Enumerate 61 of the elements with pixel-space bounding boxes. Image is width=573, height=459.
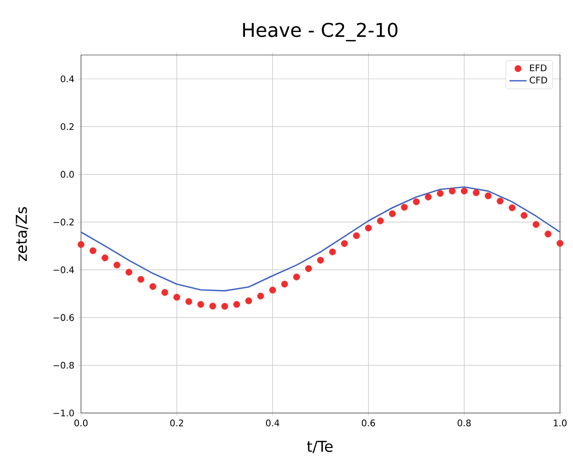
y-tick-label: 0.2 [60, 123, 74, 130]
point [436, 190, 444, 197]
point [305, 265, 312, 272]
y-tick-label: 0.0 [60, 170, 74, 178]
point [388, 210, 396, 218]
point [376, 217, 384, 224]
point [472, 189, 480, 196]
x-tick-label: 1.0 [554, 420, 567, 426]
point [197, 301, 204, 308]
y-axis-title: zeta/Zs [16, 207, 28, 262]
point [460, 188, 468, 194]
point [365, 224, 372, 232]
y-tick-label: −0.4 [54, 266, 74, 274]
x-axis-title: t/Te [307, 440, 333, 454]
point [520, 212, 528, 219]
y-tick-label: −0.8 [54, 362, 74, 369]
point [185, 298, 192, 305]
point [149, 283, 156, 290]
point [137, 276, 144, 283]
point [161, 289, 168, 296]
y-tick-label: −0.2 [54, 218, 74, 226]
point [317, 256, 324, 264]
point [209, 302, 216, 310]
point [257, 292, 264, 300]
chart-title: Heave - C2_2-10 [243, 22, 398, 42]
point [114, 262, 120, 268]
point [448, 188, 456, 194]
point [102, 254, 108, 262]
x-tick-label: 0.8 [458, 420, 471, 426]
point [245, 297, 252, 304]
y-tick-label: −0.6 [54, 314, 74, 321]
x-tick-label: 0.0 [74, 420, 88, 426]
point [508, 204, 516, 212]
point [496, 198, 504, 204]
point [78, 241, 84, 248]
point [544, 230, 552, 238]
point [269, 286, 276, 294]
point [173, 294, 180, 301]
point [329, 248, 336, 256]
point [341, 240, 348, 247]
point [90, 247, 96, 254]
point [233, 301, 240, 308]
line-series [81, 186, 560, 292]
point [281, 280, 288, 288]
x-tick-label: 0.4 [266, 420, 280, 426]
point [412, 198, 420, 206]
legend-label: CFD [530, 76, 548, 84]
point [556, 240, 564, 247]
point [484, 192, 492, 200]
x-tick-label: 0.6 [362, 420, 375, 426]
point [400, 204, 408, 211]
legend-label: EFD [530, 64, 546, 72]
point [532, 221, 540, 228]
point [221, 302, 228, 310]
point [424, 194, 432, 200]
point [353, 232, 360, 240]
point [293, 274, 300, 280]
x-tick-label: 0.2 [170, 420, 184, 426]
y-tick-label: −1.0 [54, 410, 74, 416]
y-tick-label: 0.4 [60, 75, 74, 82]
point [126, 268, 132, 276]
